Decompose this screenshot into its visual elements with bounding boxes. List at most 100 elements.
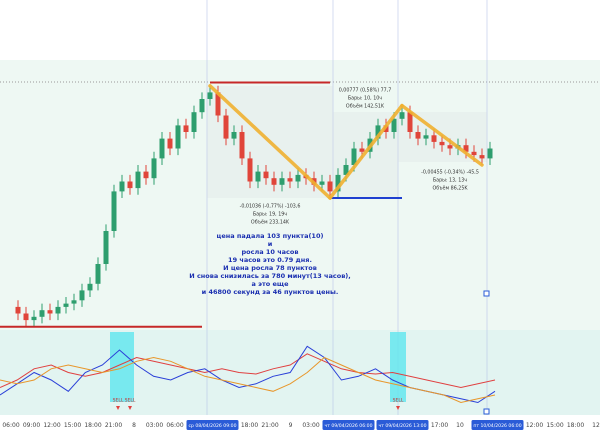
candle-body (431, 135, 437, 142)
candle-body (351, 148, 357, 165)
time-label: чт 09/04/2026 06:00 (324, 423, 372, 429)
candle-body (239, 132, 245, 159)
candle-body (199, 99, 205, 113)
candle-body (223, 115, 229, 139)
time-label: 06:00 (166, 422, 183, 429)
candle-body (183, 125, 189, 132)
candle-body (111, 191, 117, 231)
candle-body (39, 310, 45, 317)
candle-body (447, 145, 453, 149)
candle-body (479, 155, 485, 159)
candle-body (463, 145, 469, 152)
measure-text: -0,00455 (-0,34%) -45,5 (421, 170, 479, 176)
candle-body (79, 290, 85, 301)
candle-body (279, 178, 285, 185)
indicator-line (0, 356, 496, 404)
trend-line (208, 84, 332, 200)
time-label: 21:00 (261, 422, 278, 429)
candle-body (63, 303, 69, 307)
candle-body (71, 300, 77, 304)
time-label-box (186, 420, 239, 430)
trend-line (400, 103, 484, 167)
signal-arrow (116, 406, 120, 410)
candle-body (95, 264, 101, 284)
time-label: 12 (592, 422, 600, 429)
candle-body (335, 174, 341, 192)
candle-body (295, 174, 301, 182)
handle[interactable] (483, 408, 490, 415)
signal-arrow (396, 406, 400, 410)
time-label-box (376, 420, 429, 430)
candle-body (471, 151, 477, 156)
main-bg (0, 60, 600, 330)
candle-body (287, 178, 293, 182)
measure-text: Объём 86,25K (432, 186, 468, 192)
candle-body (87, 283, 93, 291)
time-label: 12:00 (43, 422, 60, 429)
time-label: 09:00 (23, 422, 40, 429)
candle-body (319, 181, 325, 185)
candle-body (47, 310, 53, 314)
candle-body (255, 171, 261, 182)
candle-body (439, 141, 445, 146)
candle-body (375, 125, 381, 139)
candle-body (263, 171, 269, 179)
measure-text: -0,01036 (-0,77%) -103,6 (240, 204, 301, 210)
candle-body (127, 181, 133, 189)
time-label: 21:00 (105, 422, 122, 429)
candle-body (359, 148, 365, 152)
measure-text: Бары: 19, 19ч (253, 212, 287, 218)
signal-label: SELL (393, 398, 404, 404)
candle-body (151, 158, 157, 179)
candle-body (119, 181, 125, 192)
signal-label: SELL (113, 398, 124, 404)
handle[interactable] (483, 290, 490, 297)
annotation-line: а это еще (251, 280, 289, 288)
candle-body (23, 313, 29, 321)
measure-text: Бары: 10, 10ч (348, 96, 382, 102)
annotation-line: цена падала 103 пункта(10) (217, 232, 324, 240)
measure-text: Объём 142,51K (346, 104, 385, 110)
candle-body (327, 181, 333, 192)
time-label: 15:00 (64, 422, 81, 429)
signal-band (126, 332, 134, 402)
candle-body (215, 92, 221, 116)
candle-body (135, 171, 141, 189)
time-label: ср 08/04/2026 09:00 (188, 423, 236, 429)
annotation-line: И цена росла 78 пунктов (223, 264, 317, 272)
candle-body (423, 135, 429, 139)
signal-arrow (128, 406, 132, 410)
candle-body (343, 165, 349, 175)
candle-body (167, 138, 173, 149)
candle-body (415, 132, 421, 139)
candle-body (207, 92, 213, 99)
candle-body (31, 316, 37, 321)
candle-body (103, 231, 109, 264)
candle-body (231, 132, 237, 139)
signal-label: SELL (125, 398, 136, 404)
candle-body (191, 112, 197, 132)
time-label: 17:00 (431, 422, 448, 429)
annotation-line: 19 часов это 0.79 дня. (228, 256, 312, 264)
candle-body (15, 306, 21, 314)
annotation-line: и (268, 240, 273, 248)
candle-body (391, 118, 397, 132)
candle-body (175, 125, 181, 149)
candle-body (399, 112, 405, 119)
time-label: чт 09/04/2026 13:00 (378, 423, 426, 429)
time-label: 03:00 (302, 422, 319, 429)
time-label-box (322, 420, 375, 430)
time-label: 18:00 (567, 422, 584, 429)
indicator-bg (0, 330, 600, 415)
candle-body (143, 171, 149, 179)
signal-band (110, 332, 126, 402)
signal-band (390, 332, 406, 402)
axis-bg (0, 415, 600, 435)
time-label: 06:00 (2, 422, 19, 429)
time-label: 8 (132, 422, 136, 429)
time-label: 18:00 (84, 422, 101, 429)
candle-body (487, 148, 493, 159)
top-bg (0, 0, 600, 60)
measure-text: 0,00777 (0,58%) 77,7 (339, 88, 392, 94)
